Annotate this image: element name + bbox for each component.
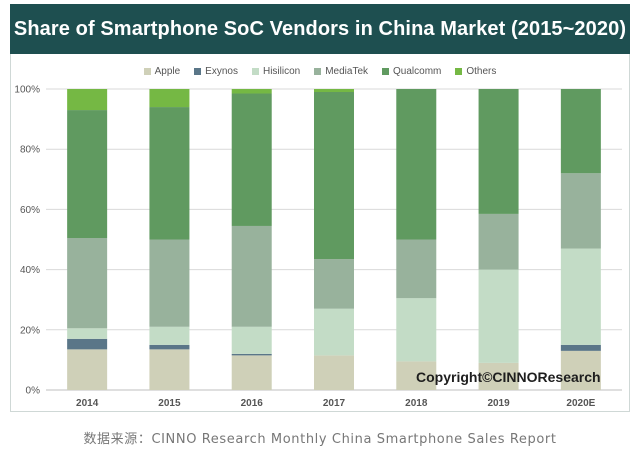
y-tick-label: 0%	[26, 386, 41, 397]
legend-label: Qualcomm	[393, 66, 442, 77]
legend-item-others: Others	[455, 66, 496, 77]
source-footer: 数据来源：CINNO Research Monthly China Smartp…	[83, 432, 557, 447]
bar-segment-exynos	[149, 344, 190, 350]
bar-segment-mediatek	[396, 239, 437, 299]
bars	[67, 89, 601, 390]
bar-stack-2016	[231, 89, 272, 390]
bar-segment-hisilicon	[560, 248, 601, 345]
legend-swatch	[194, 68, 202, 75]
bar-stack-2015	[149, 89, 190, 390]
legend-swatch	[455, 68, 463, 75]
x-tick-label: 2015	[158, 398, 181, 409]
bar-segment-others	[231, 89, 272, 94]
bar-segment-apple	[231, 355, 272, 390]
bar-segment-others	[149, 89, 190, 108]
legend-swatch	[251, 68, 259, 75]
y-tick-label: 100%	[14, 85, 40, 96]
bar-segment-hisilicon	[478, 269, 519, 363]
bar-segment-qualcomm	[314, 92, 354, 260]
bar-segment-qualcomm	[478, 89, 519, 214]
legend-item-apple: Apple	[143, 66, 181, 77]
y-tick-label: 20%	[20, 325, 40, 336]
bar-segment-others	[314, 89, 354, 93]
y-axis: 0% 20% 40% 60% 80% 100%	[14, 85, 40, 397]
bar-segment-apple	[396, 361, 437, 390]
bar-stack-2019	[478, 89, 519, 390]
y-tick-label: 40%	[20, 265, 40, 276]
legend-item-hisilicon: Hisilicon	[251, 66, 301, 77]
bar-segment-hisilicon	[231, 326, 272, 354]
bar-segment-qualcomm	[396, 89, 437, 240]
legend-item-exynos: Exynos	[194, 66, 238, 77]
y-tick-label: 80%	[20, 145, 40, 156]
legend-item-qualcomm: Qualcomm	[382, 66, 441, 77]
bar-segment-mediatek	[560, 173, 601, 249]
bar-segment-qualcomm	[231, 93, 272, 226]
bar-stack-2014	[67, 89, 108, 390]
legend-label: Exynos	[205, 66, 238, 77]
bar-stack-2018	[396, 89, 437, 390]
legend-swatch	[382, 68, 390, 75]
x-tick-label: 2017	[323, 398, 346, 409]
bar-segment-exynos	[560, 344, 601, 351]
x-tick-label: 2018	[405, 398, 428, 409]
bar-segment-others	[67, 89, 108, 111]
legend-label: Others	[466, 66, 497, 77]
x-axis: 2014 2015 2016 2017 2018 2019 2020E	[76, 398, 596, 409]
bar-segment-apple	[478, 362, 519, 390]
x-tick-label: 2020E	[566, 398, 595, 409]
stacked-bar-chart: 0%20%40%60%80%100% 2014 2015 2016 2017 2018 2…	[14, 85, 622, 409]
bar-segment-mediatek	[149, 239, 190, 327]
bar-segment-apple	[560, 350, 601, 390]
bar-segment-apple	[67, 349, 108, 390]
x-tick-label: 2014	[76, 398, 99, 409]
bar-segment-mediatek	[67, 237, 108, 329]
bar-stack-2020e	[560, 89, 601, 390]
bar-segment-apple	[314, 355, 354, 390]
legend-item-mediatek: MediaTek	[314, 66, 368, 77]
bar-segment-apple	[149, 349, 190, 390]
chart-title: Share of Smartphone SoC Vendors in China…	[13, 17, 627, 40]
bar-segment-qualcomm	[149, 107, 190, 240]
legend-swatch	[143, 68, 151, 75]
y-tick-label: 60%	[20, 205, 40, 216]
bar-segment-hisilicon	[396, 298, 437, 362]
bar-segment-qualcomm	[560, 89, 601, 174]
bar-segment-hisilicon	[149, 326, 190, 345]
bar-segment-hisilicon	[314, 308, 354, 356]
x-tick-label: 2016	[241, 398, 264, 409]
copyright-watermark: Copyright©CINNOResearch	[416, 369, 601, 385]
x-tick-label: 2019	[487, 398, 510, 409]
legend-swatch	[314, 68, 322, 75]
bar-segment-exynos	[231, 353, 272, 356]
chart-title-bar: Share of Smartphone SoC Vendors in China…	[10, 4, 630, 54]
bar-segment-hisilicon	[67, 328, 108, 339]
bar-segment-qualcomm	[67, 110, 108, 238]
bar-stack-2017	[314, 89, 354, 390]
legend-label: MediaTek	[325, 66, 369, 77]
bar-segment-exynos	[67, 338, 108, 350]
bar-segment-mediatek	[231, 225, 272, 327]
legend-label: Apple	[154, 66, 181, 77]
bar-segment-mediatek	[478, 213, 519, 270]
legend-label: Hisilicon	[262, 66, 301, 77]
bar-segment-mediatek	[314, 259, 354, 309]
legend: Apple Exynos Hisilicon MediaTek Qualcomm Othe…	[0, 66, 640, 77]
